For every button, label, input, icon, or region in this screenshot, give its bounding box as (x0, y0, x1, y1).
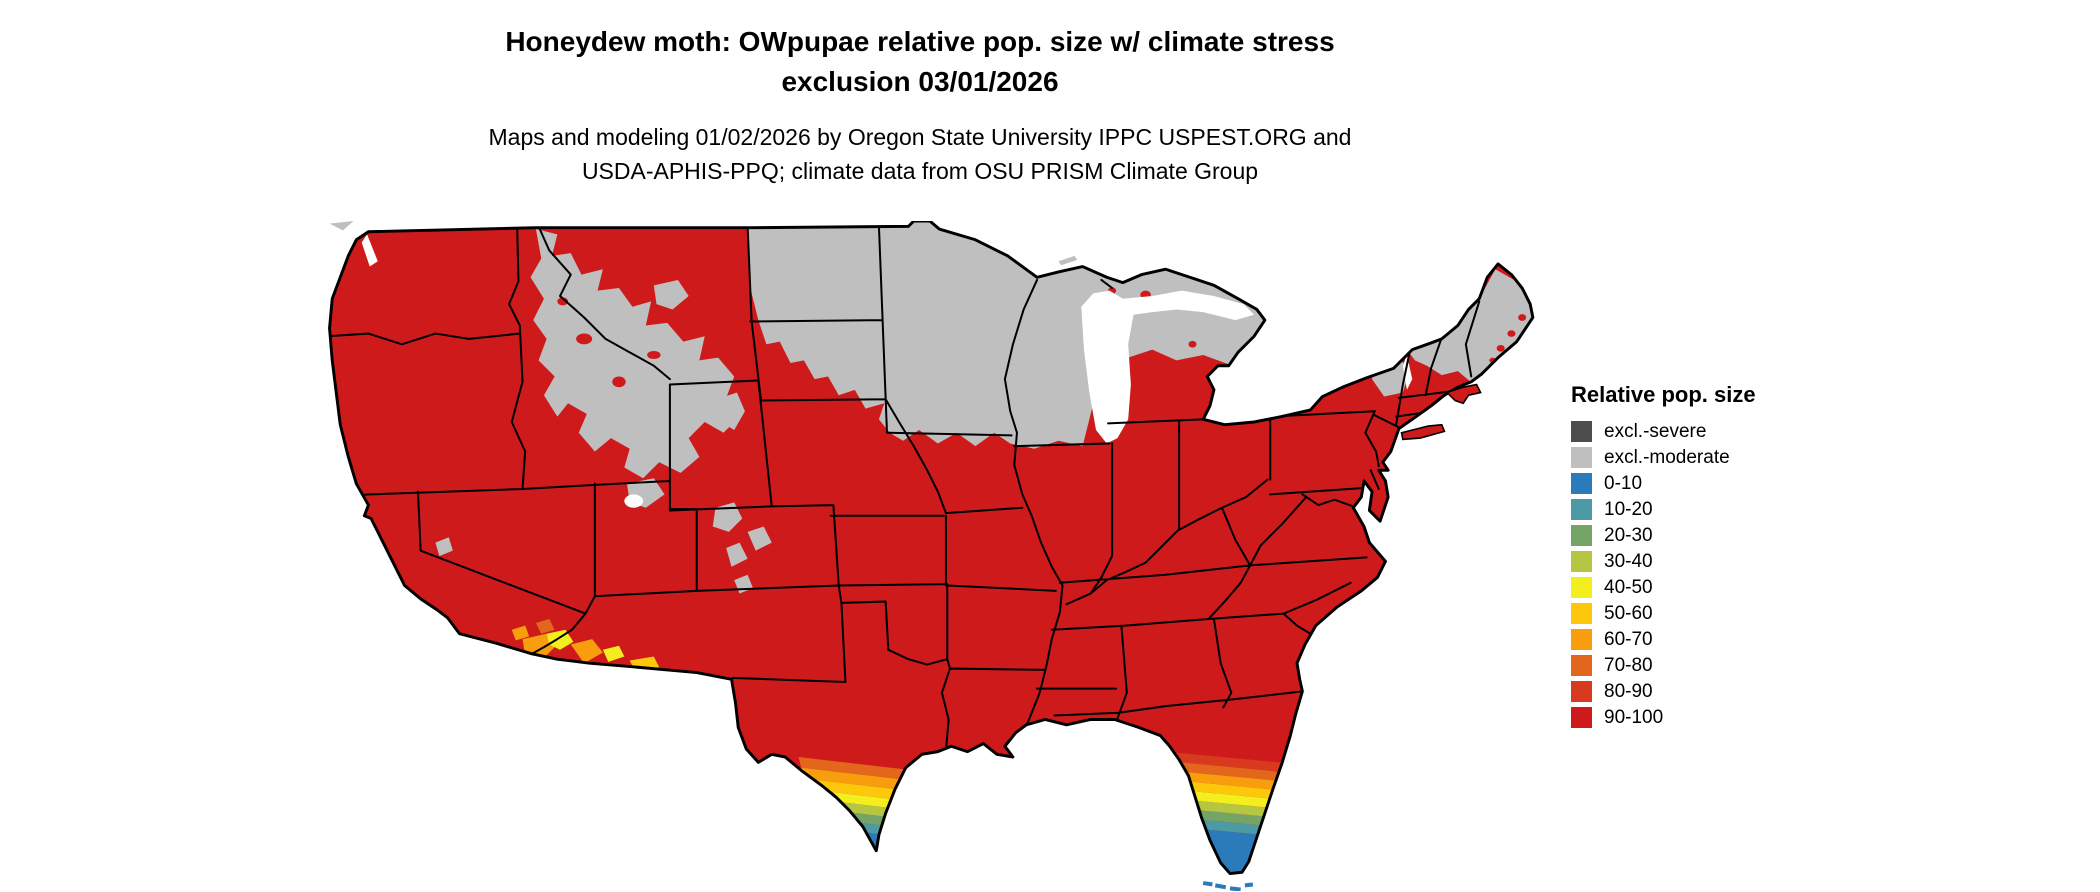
legend-item: 0-10 (1571, 470, 1891, 496)
legend-swatch (1571, 602, 1592, 624)
legend-label: 50-60 (1604, 602, 1653, 624)
legend-label: 60-70 (1604, 628, 1653, 650)
legend-items: excl.-severe excl.-moderate 0-10 10-20 20-30… (1571, 418, 1891, 730)
legend-label: 20-30 (1604, 524, 1653, 546)
legend-title: Relative pop. size (1571, 382, 1756, 407)
florida-keys (1202, 881, 1254, 892)
state-boundaries (329, 225, 1481, 756)
us-choropleth-map (308, 219, 1541, 892)
legend-swatch (1571, 680, 1592, 702)
legend-item: 40-50 (1571, 574, 1891, 600)
map-subtitle-line2: USDA-APHIS-PPQ; climate data from OSU PR… (581, 158, 1259, 184)
map-title-line2: exclusion 03/01/2026 (781, 66, 1059, 97)
legend-item: excl.-moderate (1571, 444, 1891, 470)
green-bay (1106, 304, 1123, 342)
legend-item: 20-30 (1571, 522, 1891, 548)
legend-swatch (1571, 498, 1592, 520)
interior-lakes (361, 234, 1413, 444)
map-subtitle-line1: Maps and modeling 01/02/2026 by Oregon S… (488, 124, 1352, 150)
us-map-svg (328, 219, 1535, 892)
offshore-excluded-slivers (329, 221, 1078, 266)
legend-swatch (1571, 576, 1592, 598)
legend-swatch (1571, 524, 1592, 546)
south-texas-gradient-bands (798, 757, 928, 874)
legend-swatch (1571, 420, 1592, 442)
legend-label: excl.-severe (1604, 420, 1707, 442)
legend-swatch (1571, 654, 1592, 676)
map-subtitle: Maps and modeling 01/02/2026 by Oregon S… (0, 120, 1840, 188)
excluded-colorado-rockies-patch2 (747, 526, 772, 551)
legend-label: 90-100 (1604, 706, 1664, 728)
legend-label: 70-80 (1604, 654, 1653, 676)
cape-cod (1445, 383, 1482, 405)
vancouver-island-sliver (329, 221, 354, 231)
legend-label: 0-10 (1604, 472, 1643, 494)
legend-swatch (1571, 472, 1592, 494)
legend-swatch (1571, 550, 1592, 572)
legend-swatch (1571, 446, 1592, 468)
legend-item: excl.-severe (1571, 418, 1891, 444)
long-island (1400, 423, 1446, 441)
legend-label: 40-50 (1604, 576, 1653, 598)
legend-label: 30-40 (1604, 550, 1653, 572)
isle-royale-sliver (1058, 255, 1078, 266)
legend-label: excl.-moderate (1604, 446, 1730, 468)
excluded-central-montana-patch (653, 279, 689, 310)
legend-item: 30-40 (1571, 548, 1891, 574)
excluded-bighorn-patch (720, 392, 745, 431)
puget-sound (361, 234, 378, 267)
lake-champlain (1402, 355, 1413, 390)
excluded-colorado-rockies-patch3 (726, 542, 748, 567)
map-title-line1: Honeydew moth: OWpupae relative pop. siz… (505, 26, 1335, 57)
legend-item: 70-80 (1571, 652, 1891, 678)
excluded-northern-rockies (530, 229, 740, 479)
legend-item: 10-20 (1571, 496, 1891, 522)
legend-label: 80-90 (1604, 680, 1653, 702)
excluded-sierra-patch (435, 537, 453, 556)
legend-item: 80-90 (1571, 678, 1891, 704)
legend-item: 60-70 (1571, 626, 1891, 652)
legend-swatch (1571, 628, 1592, 650)
excluded-colorado-rockies-patch1 (712, 502, 743, 532)
great-salt-lake (624, 494, 644, 508)
coastal-extras (1202, 383, 1482, 892)
florida-gradient-bands (1165, 751, 1318, 874)
map-title: Honeydew moth: OWpupae relative pop. siz… (0, 22, 1840, 102)
lake-michigan-and-straits (1081, 290, 1255, 444)
legend-label: 10-20 (1604, 498, 1653, 520)
legend-item: 50-60 (1571, 600, 1891, 626)
legend-swatch (1571, 706, 1592, 728)
legend-item: 90-100 (1571, 704, 1891, 730)
legend: Relative pop. size excl.-severe excl.-mod… (1571, 382, 1891, 730)
